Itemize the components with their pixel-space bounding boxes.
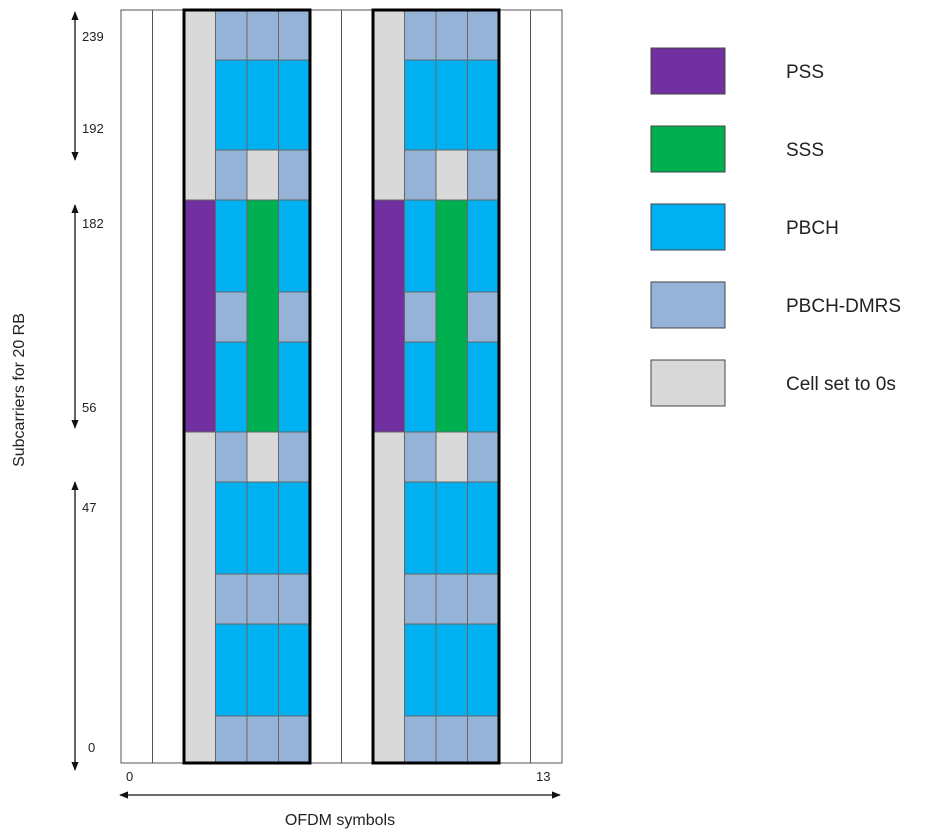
zero-cell <box>372 9 405 201</box>
pbch-dmrs-cell <box>467 149 500 201</box>
pbch-dmrs-cell <box>467 715 500 764</box>
pbch-cell <box>215 481 248 575</box>
pbch-cell <box>467 623 500 717</box>
pbch-cell <box>435 481 468 575</box>
ofdm-symbol-column-0 <box>120 9 153 764</box>
pbch-dmrs-cell <box>215 715 248 764</box>
y-tick-label: 0 <box>88 740 95 755</box>
ofdm-symbol-column-12 <box>498 9 531 764</box>
sss-cell <box>435 199 468 433</box>
pbch-cell <box>278 341 311 433</box>
pbch-cell <box>215 59 248 151</box>
y-tick-label: 47 <box>82 500 96 515</box>
ofdm-symbol-column-13 <box>530 9 563 764</box>
y-tick-label: 239 <box>82 29 104 44</box>
x-tick-label: 13 <box>536 769 550 784</box>
pbch-dmrs-cell <box>278 715 311 764</box>
legend-swatch-sss <box>650 125 726 173</box>
legend-label-pss: PSS <box>786 62 824 83</box>
legend-label-zero: Cell set to 0s <box>786 374 896 395</box>
ssb-block-border-1 <box>182 8 312 765</box>
zero-cell <box>183 431 216 764</box>
pbch-cell <box>467 341 500 433</box>
pbch-dmrs-cell <box>404 9 437 61</box>
pbch-dmrs-cell <box>246 9 279 61</box>
legend: PSS SSS PBCH PBCH-DMRS Cell set to 0s <box>650 47 901 407</box>
pbch-dmrs-cell <box>404 431 437 483</box>
pbch-cell <box>278 481 311 575</box>
pbch-dmrs-cell <box>467 431 500 483</box>
pbch-dmrs-cell <box>278 431 311 483</box>
zero-cell <box>372 431 405 764</box>
pbch-cell <box>404 199 437 293</box>
ofdm-symbol-column-1 <box>152 9 185 764</box>
legend-swatch-pbch <box>650 203 726 251</box>
legend-swatch-pss <box>650 47 726 95</box>
pbch-dmrs-cell <box>278 291 311 343</box>
pbch-dmrs-cell <box>404 149 437 201</box>
pbch-cell <box>404 341 437 433</box>
y-tick-label: 56 <box>82 400 96 415</box>
legend-label-pbch: PBCH <box>786 218 839 239</box>
pbch-cell <box>278 59 311 151</box>
pbch-dmrs-cell <box>278 149 311 201</box>
pbch-cell <box>215 341 248 433</box>
pbch-dmrs-cell <box>467 9 500 61</box>
pss-cell <box>372 199 405 433</box>
pbch-dmrs-cell <box>215 9 248 61</box>
pbch-dmrs-cell <box>467 291 500 343</box>
pbch-dmrs-cell <box>246 715 279 764</box>
sss-cell <box>246 199 279 433</box>
ssb-block-border-2 <box>371 8 501 765</box>
pbch-cell <box>215 199 248 293</box>
pbch-cell <box>278 199 311 293</box>
ofdm-symbol-column-6 <box>309 9 342 764</box>
pbch-dmrs-cell <box>435 715 468 764</box>
x-axis-title: OFDM symbols <box>285 812 395 829</box>
pbch-dmrs-cell <box>278 9 311 61</box>
pbch-cell <box>435 623 468 717</box>
legend-swatch-pbch-dmrs <box>650 281 726 329</box>
pbch-cell <box>467 481 500 575</box>
pbch-dmrs-cell <box>215 431 248 483</box>
pbch-dmrs-cell <box>215 291 248 343</box>
pbch-cell <box>246 481 279 575</box>
pbch-dmrs-cell <box>404 715 437 764</box>
pbch-cell <box>246 623 279 717</box>
pbch-dmrs-cell <box>246 573 279 625</box>
pbch-cell <box>404 623 437 717</box>
pbch-dmrs-cell <box>467 573 500 625</box>
y-tick-label: 182 <box>82 216 104 231</box>
zero-cell <box>183 9 216 201</box>
legend-label-sss: SSS <box>786 140 824 161</box>
ofdm-symbol-column-7 <box>341 9 374 764</box>
zero-cell <box>435 431 468 483</box>
resource-grid <box>120 8 563 765</box>
pbch-dmrs-cell <box>435 9 468 61</box>
x-tick-label: 0 <box>126 769 133 784</box>
zero-cell <box>246 149 279 201</box>
zero-cell <box>246 431 279 483</box>
pbch-cell <box>404 481 437 575</box>
pbch-cell <box>467 59 500 151</box>
pbch-dmrs-cell <box>435 573 468 625</box>
pss-cell <box>183 199 216 433</box>
pbch-dmrs-cell <box>278 573 311 625</box>
legend-swatch-zero <box>650 359 726 407</box>
y-tick-label: 192 <box>82 121 104 136</box>
pbch-cell <box>467 199 500 293</box>
pbch-cell <box>404 59 437 151</box>
pbch-dmrs-cell <box>215 573 248 625</box>
pbch-dmrs-cell <box>215 149 248 201</box>
pbch-cell <box>435 59 468 151</box>
pbch-cell <box>246 59 279 151</box>
pbch-cell <box>215 623 248 717</box>
pbch-cell <box>278 623 311 717</box>
legend-label-pbch-dmrs: PBCH-DMRS <box>786 296 901 317</box>
zero-cell <box>435 149 468 201</box>
y-axis-title: Subcarriers for 20 RB <box>11 313 28 467</box>
pbch-dmrs-cell <box>404 291 437 343</box>
pbch-dmrs-cell <box>404 573 437 625</box>
